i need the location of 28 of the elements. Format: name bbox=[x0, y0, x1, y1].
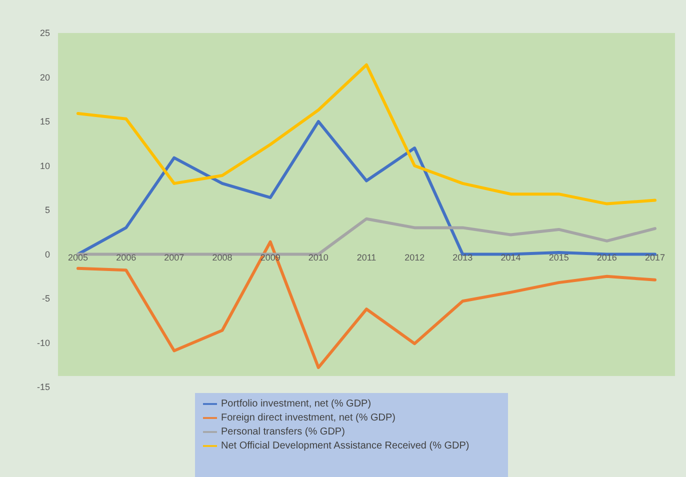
legend-label: Net Official Development Assistance Received (% GDP) bbox=[221, 440, 470, 452]
x-tick-label: 2012 bbox=[404, 252, 425, 262]
y-tick-label: -15 bbox=[36, 382, 50, 392]
x-tick-label: 2017 bbox=[644, 252, 666, 262]
x-tick-label: 2016 bbox=[596, 252, 617, 262]
line-series bbox=[76, 63, 656, 206]
legend-label: Foreign direct investment, net (% GDP) bbox=[221, 412, 396, 424]
x-tick-label: 2007 bbox=[164, 252, 184, 262]
y-tick-label: 5 bbox=[44, 205, 50, 216]
x-tick-label: 2014 bbox=[500, 252, 521, 262]
y-tick-label: 20 bbox=[40, 72, 50, 82]
x-tick-label: 2015 bbox=[548, 252, 569, 262]
legend-label: Personal transfers (% GDP) bbox=[221, 426, 345, 438]
x-tick-label: 2005 bbox=[68, 252, 88, 262]
x-tick-label: 2010 bbox=[308, 252, 328, 262]
legend-label: Portfolio investment, net (% GDP) bbox=[221, 398, 372, 410]
y-tick-label: 15 bbox=[40, 116, 50, 127]
x-tick-label: 2008 bbox=[212, 252, 232, 262]
y-tick-label: 0 bbox=[44, 249, 50, 260]
y-tick-label: 25 bbox=[40, 28, 50, 38]
line-series bbox=[76, 217, 656, 256]
line-series bbox=[76, 120, 656, 256]
y-tick-label: -10 bbox=[36, 338, 50, 348]
x-tick-label: 2013 bbox=[452, 252, 473, 262]
x-tick-label: 2011 bbox=[356, 252, 376, 262]
x-tick-label: 2006 bbox=[116, 252, 136, 262]
y-tick-label: 10 bbox=[40, 160, 50, 171]
y-tick-label: -5 bbox=[42, 294, 50, 304]
